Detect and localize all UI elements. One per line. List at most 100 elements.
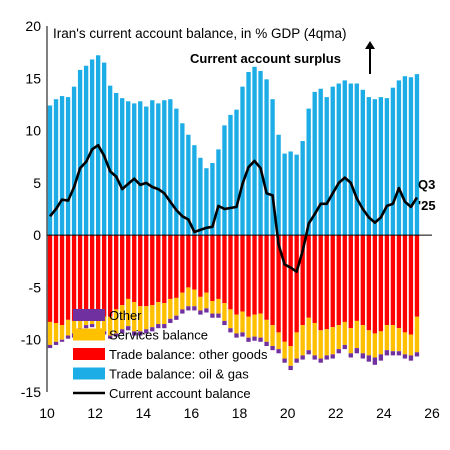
bar-services — [120, 305, 125, 330]
legend-label: Trade balance: other goods — [109, 347, 268, 362]
bar-trade-other — [138, 235, 143, 307]
bar-services — [71, 320, 77, 334]
bar-trade-other — [372, 235, 378, 334]
bar-trade-other — [312, 235, 317, 323]
bar-trade-other — [186, 235, 191, 288]
bar-oil-gas — [210, 162, 215, 236]
bar-trade-other — [342, 235, 347, 322]
bar-other — [126, 326, 131, 331]
bar-oil-gas — [71, 86, 77, 236]
y-tick-label: 10 — [25, 123, 41, 139]
legend-swatch — [73, 309, 105, 321]
bar-other — [174, 315, 179, 320]
bar-services — [252, 314, 257, 337]
bar-trade-other — [89, 235, 95, 310]
y-tick-label: -10 — [21, 332, 41, 348]
bar-trade-other — [378, 235, 384, 332]
bar-services — [294, 332, 299, 359]
y-tick-label: 15 — [25, 70, 41, 86]
bar-trade-other — [318, 235, 323, 331]
bar-trade-other — [348, 235, 353, 329]
bar-oil-gas — [300, 141, 305, 236]
bar-other — [47, 344, 53, 349]
bar-services — [95, 314, 101, 331]
bar-oil-gas — [330, 86, 335, 236]
bar-oil-gas — [126, 101, 131, 236]
bar-oil-gas — [144, 106, 149, 236]
bar-trade-other — [252, 235, 257, 315]
bar-oil-gas — [186, 134, 191, 236]
bar-services — [47, 321, 53, 345]
bar-other — [89, 324, 95, 328]
bar-other — [354, 348, 359, 354]
bar-trade-other — [107, 235, 113, 317]
bar-other — [270, 345, 275, 351]
bar-oil-gas — [59, 96, 65, 236]
bar-oil-gas — [77, 69, 83, 236]
bar-services — [246, 316, 251, 338]
bar-other — [228, 328, 233, 333]
bar-trade-other — [144, 235, 149, 307]
bar-services — [354, 320, 359, 349]
bar-services — [276, 332, 281, 350]
legend-label: Other — [109, 308, 142, 323]
bar-services — [396, 328, 402, 352]
bar-oil-gas — [396, 80, 402, 236]
bar-oil-gas — [174, 108, 179, 236]
bar-oil-gas — [246, 72, 251, 236]
bar-other — [168, 318, 173, 323]
bar-trade-other — [324, 235, 329, 330]
bar-other — [252, 336, 257, 341]
bar-trade-other — [294, 235, 299, 333]
bar-other — [360, 353, 365, 359]
bar-services — [186, 287, 191, 307]
current-account-line — [48, 143, 419, 274]
bar-services — [414, 316, 420, 353]
bar-trade-other — [71, 235, 77, 321]
bar-services — [270, 325, 275, 346]
bar-oil-gas — [312, 91, 317, 236]
bar-other — [396, 351, 402, 356]
x-tick-label: 10 — [39, 405, 55, 421]
bar-other — [240, 332, 245, 337]
bar-trade-other — [288, 235, 293, 346]
bar-trade-other — [156, 235, 161, 303]
bar-other — [107, 335, 113, 339]
bar-oil-gas — [252, 66, 257, 236]
bar-oil-gas — [192, 145, 197, 236]
bar-other — [276, 349, 281, 354]
bar-other — [342, 344, 347, 350]
bar-oil-gas — [390, 87, 396, 236]
bar-trade-other — [83, 235, 89, 311]
bar-services — [168, 298, 173, 319]
bar-trade-other — [270, 235, 275, 326]
bar-services — [342, 321, 347, 345]
bar-trade-other — [384, 235, 390, 326]
bar-trade-other — [336, 235, 341, 326]
bar-oil-gas — [342, 80, 347, 236]
bar-trade-other — [95, 235, 101, 315]
bar-other — [300, 355, 305, 360]
bar-trade-other — [168, 235, 173, 299]
bar-services — [336, 325, 341, 350]
y-tick-label: -15 — [21, 384, 41, 400]
y-tick-label: 20 — [25, 18, 41, 34]
bar-oil-gas — [168, 99, 173, 236]
bar-other — [204, 308, 209, 313]
bar-services — [228, 309, 233, 329]
bar-oil-gas — [234, 109, 239, 236]
bar-other — [312, 355, 317, 360]
bar-services — [107, 316, 113, 336]
bar-services — [312, 322, 317, 356]
bar-services — [180, 292, 185, 310]
bar-services — [204, 292, 209, 309]
bar-services — [234, 314, 239, 334]
bar-other — [318, 358, 323, 363]
bar-other — [336, 349, 341, 354]
bar-trade-other — [366, 235, 372, 331]
bar-oil-gas — [258, 70, 263, 236]
bar-trade-other — [282, 235, 287, 342]
bar-oil-gas — [336, 83, 341, 236]
x-tick-label: 18 — [232, 405, 248, 421]
